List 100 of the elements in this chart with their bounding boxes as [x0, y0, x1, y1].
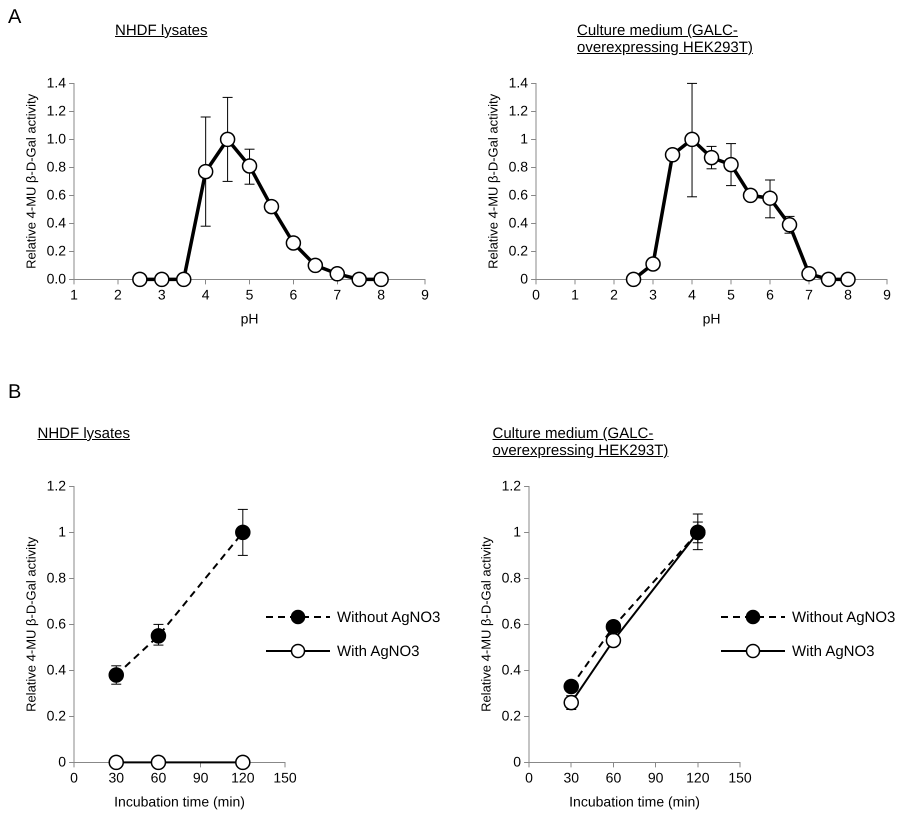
legend-label: Without AgNO3	[337, 608, 440, 626]
y-tick-label: 1.2	[508, 102, 528, 118]
x-tick-label: 90	[192, 770, 209, 786]
y-tick-label: 0.8	[46, 569, 66, 586]
point	[606, 632, 622, 648]
y-tick-label: 1.2	[46, 102, 66, 118]
y-tick-label: 0.6	[502, 615, 522, 632]
point	[198, 164, 214, 180]
point	[308, 258, 324, 274]
x-axis-title: pH	[702, 310, 720, 326]
point	[840, 272, 856, 288]
x-tick-label: 6	[766, 286, 774, 303]
x-tick-label: 9	[421, 286, 430, 303]
x-axis-title: pH	[240, 310, 258, 326]
point	[176, 272, 192, 288]
y-tick-label: 0.8	[508, 158, 528, 174]
y-tick-label: 0.0	[46, 270, 66, 286]
x-tick-label: 30	[108, 770, 124, 786]
y-tick-label: 0	[520, 270, 528, 286]
legend-label: With AgNO3	[337, 642, 420, 660]
y-tick-label: 1	[513, 523, 522, 540]
x-tick-label: 60	[606, 770, 622, 786]
point	[330, 266, 346, 282]
x-tick-label: 150	[728, 770, 752, 786]
y-tick-label: 0.8	[46, 158, 66, 174]
x-tick-label: 120	[686, 770, 710, 786]
x-tick-label: 5	[727, 286, 736, 303]
text: A	[8, 6, 22, 29]
x-tick-label: 7	[333, 286, 342, 303]
y-tick-label: 1.4	[46, 74, 66, 90]
y-tick-label: 0.4	[508, 214, 528, 230]
chart-title: NHDF lysates	[115, 22, 209, 39]
x-tick-label: 0	[532, 286, 540, 303]
y-tick-label: 0.6	[508, 186, 528, 202]
y-tick-label: 1.2	[46, 477, 66, 494]
legend-label: With AgNO3	[792, 642, 875, 660]
point	[351, 272, 367, 288]
point	[742, 188, 758, 204]
y-tick-label: 0.4	[46, 214, 66, 230]
x-tick-label: 9	[883, 286, 892, 303]
x-tick-label: 1	[571, 286, 580, 303]
x-tick-label: 8	[377, 286, 386, 303]
y-tick-label: 0.4	[46, 661, 66, 678]
point	[132, 272, 148, 288]
y-tick-label: 0.2	[502, 707, 522, 724]
y-tick-label: 0.2	[46, 707, 66, 724]
point	[242, 158, 258, 174]
y-tick-label: 1.4	[508, 74, 528, 90]
x-tick-label: 2	[610, 286, 618, 303]
x-tick-label: 8	[844, 286, 852, 303]
point	[264, 198, 280, 214]
x-tick-label: 60	[150, 770, 166, 786]
point	[150, 754, 166, 770]
x-tick-label: 4	[202, 286, 210, 303]
legend-label: Without AgNO3	[792, 608, 896, 626]
y-axis-title: Relative 4-MU β-D-Gal activity	[485, 93, 500, 269]
point	[564, 678, 579, 694]
point	[235, 524, 251, 540]
point	[606, 618, 622, 634]
x-tick-label: 30	[563, 770, 580, 786]
x-tick-label: 7	[805, 286, 814, 303]
y-tick-label: 0.6	[46, 186, 66, 202]
chart-title: Culture medium (GALC-overexpressing HEK293T)	[492, 425, 670, 459]
x-tick-label: 3	[158, 286, 166, 303]
point	[645, 256, 661, 272]
x-tick-label: 5	[246, 286, 254, 303]
x-tick-label: 4	[688, 286, 696, 303]
point	[220, 132, 236, 148]
y-tick-label: 0	[513, 753, 522, 770]
point	[108, 754, 124, 770]
x-tick-label: 6	[290, 286, 298, 303]
x-tick-label: 90	[648, 770, 664, 786]
point	[684, 132, 700, 148]
point	[820, 272, 836, 288]
x-axis-title: Incubation time (min)	[114, 793, 245, 810]
point	[626, 272, 642, 288]
x-tick-label: 120	[231, 770, 255, 786]
x-axis-title: Incubation time (min)	[569, 793, 700, 810]
x-tick-label: 2	[114, 286, 122, 303]
y-tick-label: 0.8	[502, 569, 522, 586]
y-tick-label: 1.2	[502, 477, 522, 494]
x-tick-label: 1	[70, 286, 78, 303]
text: B	[8, 381, 22, 404]
y-tick-label: 0	[58, 753, 66, 770]
y-tick-label: 0.4	[502, 661, 522, 678]
y-tick-label: 0.2	[508, 242, 528, 258]
y-axis-title: Relative 4-MU β-D-Gal activity	[478, 536, 494, 712]
point	[704, 150, 720, 166]
y-tick-label: 1	[520, 130, 528, 146]
x-tick-label: 150	[273, 770, 297, 786]
point	[723, 156, 739, 172]
x-tick-label: 3	[649, 286, 658, 303]
y-axis-title: Relative 4-MU β-D-Gal activity	[23, 93, 38, 269]
point	[664, 147, 680, 163]
y-tick-label: 1.0	[46, 130, 66, 146]
chart-title: Culture medium (GALC-overexpressing HEK293T)	[577, 22, 754, 56]
chart-title: NHDF lysates	[38, 425, 132, 442]
point	[235, 754, 251, 770]
point	[154, 272, 170, 288]
x-tick-label: 0	[70, 770, 78, 786]
